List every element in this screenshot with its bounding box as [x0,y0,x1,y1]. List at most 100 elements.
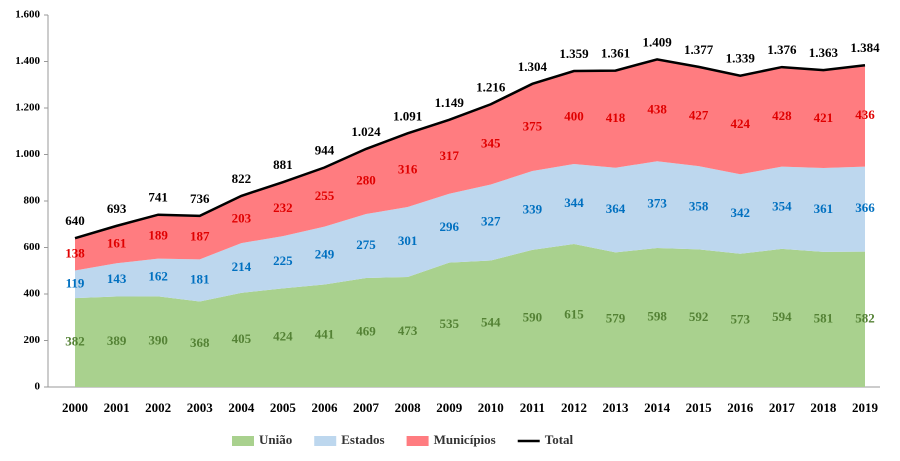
y-tick-label: 1.600 [15,9,40,21]
total-label: 1.304 [518,59,548,74]
value-label: 424 [273,329,293,344]
value-label: 424 [731,116,751,131]
value-label: 225 [273,253,293,268]
x-tick-label: 2004 [228,400,255,415]
y-tick-label: 600 [24,241,41,253]
y-tick-label: 1.200 [15,102,40,114]
value-label: 358 [689,199,709,214]
value-label: 214 [232,259,252,274]
y-tick-label: 1.000 [15,148,40,160]
value-label: 189 [148,228,168,243]
x-tick-label: 2001 [104,400,130,415]
value-label: 535 [439,316,459,331]
value-label: 249 [315,247,335,262]
x-tick-label: 2014 [644,400,671,415]
value-label: 382 [65,334,85,349]
total-label: 881 [273,157,293,172]
value-label: 590 [523,309,543,324]
total-label: 640 [65,213,85,228]
x-tick-label: 2006 [311,400,338,415]
value-label: 143 [107,271,127,286]
value-label: 275 [356,237,376,252]
value-label: 594 [772,309,792,324]
total-label: 1.409 [642,34,672,49]
x-tick-label: 2016 [727,400,754,415]
x-tick-label: 2008 [395,400,422,415]
value-label: 119 [66,275,85,290]
value-label: 598 [647,308,667,323]
value-label: 428 [772,108,792,123]
total-label: 1.216 [476,79,506,94]
value-label: 373 [647,196,667,211]
value-label: 400 [564,109,584,124]
value-label: 280 [356,172,376,187]
total-label: 1.377 [684,42,714,57]
total-label: 736 [190,191,210,206]
value-label: 138 [65,245,85,260]
value-label: 438 [647,101,667,116]
value-label: 421 [814,110,834,125]
area [75,161,865,302]
value-label: 255 [315,188,335,203]
value-label: 342 [731,205,751,220]
total-label: 1.091 [393,108,422,123]
value-label: 344 [564,195,584,210]
value-label: 390 [148,333,168,348]
total-label: 1.024 [351,124,381,139]
x-tick-label: 2010 [478,400,504,415]
value-label: 418 [606,110,626,125]
total-label: 1.376 [767,42,797,57]
total-label: 1.339 [726,51,756,66]
x-tick-label: 2005 [270,400,297,415]
y-tick-label: 400 [24,288,41,300]
total-label: 693 [107,201,127,216]
x-tick-label: 2007 [353,400,380,415]
value-label: 327 [481,213,501,228]
value-label: 361 [814,201,834,216]
y-tick-label: 0 [35,381,41,393]
legend-swatch [314,436,337,446]
value-label: 232 [273,200,293,215]
value-label: 436 [855,107,875,122]
legend-swatch [406,436,429,446]
x-tick-label: 2009 [436,400,463,415]
value-label: 301 [398,233,418,248]
value-label: 296 [439,219,459,234]
legend-label: União [259,432,292,447]
value-label: 354 [772,199,792,214]
total-label: 1.363 [809,45,839,60]
x-tick-label: 2013 [603,400,630,415]
value-label: 203 [232,210,252,225]
total-label: 822 [232,171,252,186]
value-label: 592 [689,309,709,324]
value-label: 366 [855,200,875,215]
value-label: 441 [315,327,335,342]
total-label: 741 [148,190,168,205]
value-label: 579 [606,311,626,326]
value-label: 364 [606,201,626,216]
value-label: 375 [523,118,543,133]
total-label: 1.384 [850,40,880,55]
legend-label: Estados [341,432,384,447]
total-label: 1.359 [559,46,589,61]
total-label: 1.361 [601,46,630,61]
value-label: 469 [356,323,376,338]
value-label: 345 [481,135,501,150]
value-label: 405 [232,331,252,346]
y-tick-label: 200 [24,334,41,346]
value-label: 368 [190,335,210,350]
x-tick-label: 2003 [187,400,214,415]
legend-swatch [232,436,254,446]
x-tick-label: 2015 [686,400,713,415]
area [75,59,865,271]
x-tick-label: 2017 [769,400,796,415]
value-label: 317 [439,148,459,163]
x-tick-label: 2011 [520,400,545,415]
value-label: 544 [481,315,501,330]
area [75,244,865,387]
x-tick-label: 2000 [62,400,88,415]
value-label: 339 [523,201,543,216]
legend-label: Total [545,432,574,447]
x-tick-label: 2018 [810,400,837,415]
